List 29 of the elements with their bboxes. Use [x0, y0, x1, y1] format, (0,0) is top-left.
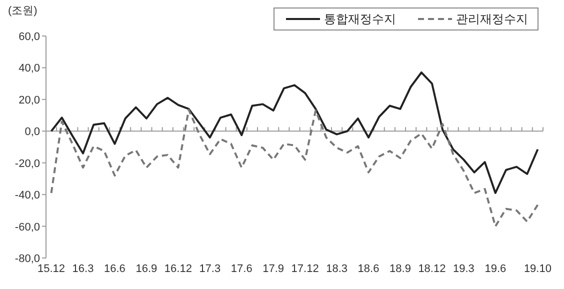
x-tick-label: 18.9: [390, 263, 411, 275]
x-tick-label: 17.3: [199, 263, 221, 275]
x-tick-label: 19.6: [484, 263, 506, 275]
x-tick-label: 17.9: [262, 263, 284, 275]
y-tick-label: 60,0: [18, 31, 40, 43]
x-tick-label: 15.12: [38, 263, 66, 275]
x-tick-label: 18.12: [418, 263, 446, 275]
x-tick-label: 19.10: [524, 263, 552, 275]
line-series: [50, 108, 539, 228]
x-tick-label: 16.9: [136, 263, 158, 275]
x-tick-label: 16.6: [104, 263, 126, 275]
y-tick-label: -60,0: [14, 221, 40, 234]
legend-label: 관리재정수지: [456, 12, 528, 26]
y-tick-label: -80,0: [14, 253, 40, 265]
x-tick-label: 17.6: [230, 263, 252, 275]
y-tick-label: -20,0: [14, 158, 40, 170]
legend-label: 통합재정수지: [324, 12, 396, 26]
y-tick-label: 40,0: [18, 62, 40, 75]
y-tick-label: 20,0: [18, 94, 40, 106]
line-series: [50, 71, 539, 194]
y-axis-title: (조원): [8, 5, 38, 17]
x-tick-label: 18.3: [326, 263, 348, 275]
x-tick-label: 18.6: [358, 263, 380, 275]
x-tick-label: 17.12: [291, 263, 319, 275]
x-tick-label: 16.12: [164, 263, 192, 275]
y-tick-label: -40,0: [14, 190, 40, 202]
y-tick-label: 0,0: [24, 126, 40, 138]
x-tick-label: 16.3: [72, 263, 94, 275]
x-tick-label: 19.3: [452, 263, 474, 275]
